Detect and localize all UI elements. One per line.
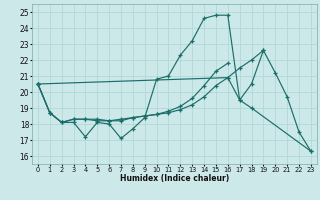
X-axis label: Humidex (Indice chaleur): Humidex (Indice chaleur): [120, 174, 229, 183]
